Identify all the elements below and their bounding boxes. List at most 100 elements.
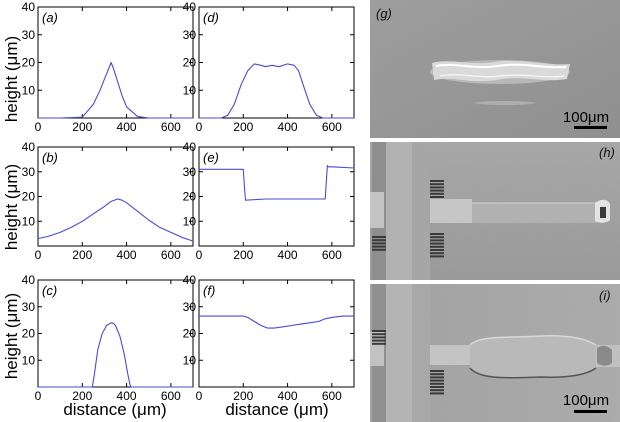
ruler-tick	[430, 373, 444, 376]
ruler-tick	[430, 180, 444, 182]
panel-b-xtick-label: 400	[117, 248, 137, 262]
panel-f-ytick-label: 20	[183, 327, 197, 341]
ruler-tick	[372, 242, 386, 245]
panel-e-ytick-label: 40	[183, 140, 197, 154]
sem-image-i: (i) 100μm	[370, 284, 620, 422]
ruler-tick	[372, 248, 386, 251]
panel-f-series-line	[199, 315, 354, 329]
ruler-tick	[430, 189, 444, 192]
h-ruler-marks	[372, 180, 444, 258]
ylabel-middle: height (μm)	[2, 164, 21, 250]
panel-c-ytick-label: 30	[22, 300, 36, 314]
ruler-tick	[372, 342, 386, 345]
panel-a-xtick-label: 600	[161, 120, 181, 134]
panel-b-ytick-label: 20	[22, 190, 36, 204]
ruler-tick	[372, 245, 386, 248]
panel-a-frame	[37, 6, 194, 119]
panel-f-ytick-label: 30	[183, 300, 197, 314]
panel-e-xtick-label: 0	[196, 248, 203, 262]
ruler-tick	[430, 382, 444, 385]
panel-e-ytick-label: 10	[183, 214, 197, 228]
ruler-tick	[430, 192, 444, 195]
panel-e: 0 200 400 600 10 20 30 40 (e)	[183, 140, 355, 262]
panel-a: 0 200 400 600 10 20 30 40 (a)	[22, 0, 194, 134]
ruler-tick	[430, 186, 444, 189]
ruler-tick	[430, 389, 444, 392]
panel-b-ytick-label: 30	[22, 165, 36, 179]
panel-d-ytick-label: 30	[183, 28, 197, 42]
panel-b: 0 200 400 600 10 20 30 40 (b)	[22, 140, 194, 262]
ruler-tick	[430, 183, 444, 186]
panel-c-ytick-label: 20	[22, 327, 36, 341]
panel-e-xtick-label: 200	[233, 248, 253, 262]
ruler-tick	[372, 336, 386, 339]
sem-g-scale-bar	[574, 126, 607, 129]
panel-e-frame	[198, 146, 355, 247]
ylabel-top: height (μm)	[2, 36, 21, 122]
i-ruler-marks	[372, 330, 444, 395]
panel-b-xtick-label: 200	[72, 248, 92, 262]
panel-c-xtick-label: 200	[72, 389, 92, 403]
sem-i-scale-text: 100μm	[563, 392, 609, 409]
panel-a-ytick-label: 10	[22, 83, 36, 97]
ylabel-bottom: height (μm)	[2, 293, 21, 379]
panel-f-frame	[198, 279, 355, 388]
panel-d-ytick-label: 40	[183, 0, 197, 14]
panel-a-ytick-label: 40	[22, 0, 36, 14]
panel-e-xtick-label: 400	[278, 248, 298, 262]
sem-h-label: (h)	[599, 145, 615, 160]
panel-b-label: (b)	[42, 150, 58, 165]
ruler-tick	[430, 249, 444, 251]
panel-e-ytick-label: 30	[183, 165, 197, 179]
panel-d-xtick-label: 400	[278, 120, 298, 134]
panel-a-xtick-label: 200	[72, 120, 92, 134]
sem-image-g: (g) 100μm	[370, 0, 620, 138]
ruler-tick	[430, 379, 444, 382]
panel-a-ytick-label: 30	[22, 28, 36, 42]
ruler-tick	[372, 239, 386, 242]
panel-d-label: (d)	[203, 10, 219, 25]
panel-c-series-line	[38, 322, 193, 388]
sem-image-h: (h)	[370, 142, 620, 280]
panel-d: 0 200 400 600 10 20 30 40 (d)	[183, 0, 355, 134]
panel-b-frame	[37, 146, 194, 247]
panel-c-ytick-label: 40	[22, 273, 36, 287]
panel-a-series-line	[38, 61, 193, 119]
ruler-tick	[372, 333, 386, 336]
panel-f-xtick-label: 600	[322, 389, 342, 403]
panel-d-series-line	[199, 63, 354, 119]
panel-f-xtick-label: 400	[278, 389, 298, 403]
panel-d-ytick-label: 20	[183, 56, 197, 70]
panel-a-label: (a)	[42, 10, 58, 25]
ruler-tick	[430, 376, 444, 379]
panel-d-ytick-label: 10	[183, 83, 197, 97]
sem-i-scale-bar	[574, 410, 607, 413]
ruler-tick	[430, 196, 444, 198]
panel-b-ytick-label: 10	[22, 214, 36, 228]
ruler-tick	[372, 236, 386, 238]
panel-d-xtick-label: 0	[196, 120, 203, 134]
panel-e-label: (e)	[203, 150, 219, 165]
panel-d-frame	[198, 6, 355, 119]
sem-i-label: (i)	[599, 288, 611, 303]
xlabel-right: distance (μm)	[225, 400, 328, 419]
ruler-tick	[372, 330, 386, 332]
panel-b-xtick-label: 0	[35, 248, 42, 262]
panel-d-xtick-label: 200	[233, 120, 253, 134]
panel-c-xtick-label: 0	[35, 389, 42, 403]
panel-d-xtick-label: 600	[322, 120, 342, 134]
panel-e-xtick-label: 600	[322, 248, 342, 262]
panel-a-ytick-label: 20	[22, 56, 36, 70]
panel-a-xtick-label: 0	[35, 120, 42, 134]
ruler-tick	[430, 242, 444, 245]
ruler-tick	[430, 370, 444, 372]
panel-c: 0 200 400 600 10 20 30 40 (c)	[22, 273, 194, 403]
ruler-tick	[430, 252, 444, 255]
panel-e-ytick-label: 20	[183, 190, 197, 204]
panel-b-series-line	[37, 198, 194, 242]
panel-c-label: (c)	[42, 283, 57, 298]
panel-c-ytick-label: 10	[22, 353, 36, 367]
panel-f-xtick-label: 200	[233, 389, 253, 403]
panel-f: 0 200 400 600 10 20 30 40 (f)	[183, 273, 355, 403]
